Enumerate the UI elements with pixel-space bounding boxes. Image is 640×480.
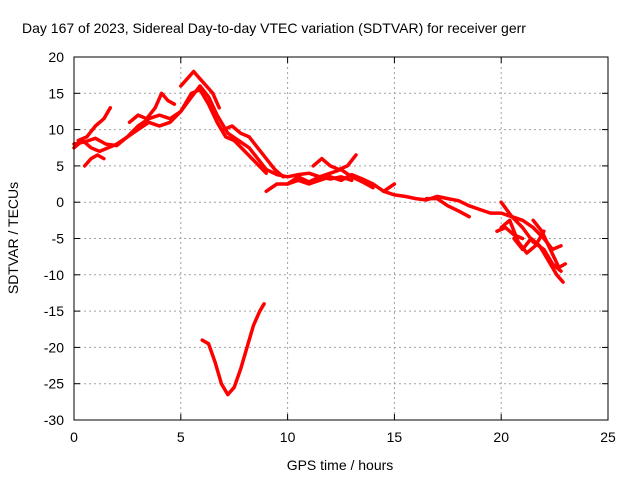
- data-series: [72, 69, 568, 397]
- y-tick-label: -15: [44, 303, 64, 319]
- y-tick-label: -30: [44, 412, 64, 428]
- series-line-sat-m: [495, 225, 525, 241]
- series-line-sat-d: [82, 153, 106, 168]
- series-line-sat-o: [499, 200, 563, 273]
- series-line-sat-e: [127, 91, 177, 125]
- y-tick-label: 15: [48, 85, 64, 101]
- x-tick-label: 25: [600, 429, 616, 445]
- x-tick-label: 0: [70, 429, 78, 445]
- y-tick-label: -20: [44, 339, 64, 355]
- series-line-sat-g: [221, 124, 286, 179]
- y-axis-label: SDTVAR / TECUs: [5, 182, 21, 294]
- chart-title: Day 167 of 2023, Sidereal Day-to-day VTE…: [22, 20, 526, 36]
- y-tick-label: -25: [44, 376, 64, 392]
- y-tick-label: 0: [56, 194, 64, 210]
- series-line-sat-h: [264, 167, 375, 194]
- y-tick-label: -10: [44, 267, 64, 283]
- y-tick-label: -5: [52, 231, 65, 247]
- series-line-sat-i: [311, 153, 358, 172]
- axis-ticks: 0 5 10 15 20 25 -30 -25 -20 -15 -10 -5 0 5 10 15 20: [44, 49, 616, 445]
- series-line-sat-r: [200, 302, 266, 397]
- y-tick-label: 20: [48, 49, 64, 65]
- series-line-sat-j: [285, 172, 397, 194]
- series-line-sat-k: [381, 189, 563, 252]
- y-tick-label: 5: [56, 158, 64, 174]
- series-line-sat-b: [72, 87, 268, 175]
- series-line-sat-q: [499, 218, 546, 255]
- series-line-sat-c: [76, 106, 113, 143]
- x-tick-label: 15: [387, 429, 403, 445]
- x-tick-label: 5: [177, 429, 185, 445]
- series-line-sat-p: [531, 218, 568, 270]
- y-tick-label: 10: [48, 122, 64, 138]
- x-tick-label: 20: [493, 429, 509, 445]
- gridlines: [74, 57, 608, 420]
- x-tick-label: 10: [280, 429, 296, 445]
- x-axis-label: GPS time / hours: [287, 457, 394, 473]
- series-line-sat-l: [424, 196, 471, 219]
- series-line-sat-f: [179, 69, 221, 110]
